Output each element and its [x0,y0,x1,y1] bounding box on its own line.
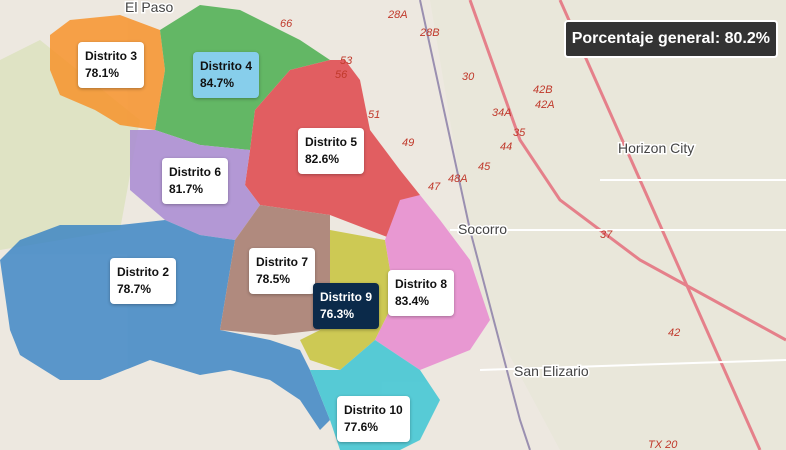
district-percent: 83.4% [395,294,430,308]
district-label: Distrito 5 82.6% [298,128,365,174]
district-name: Distrito 7 [256,255,309,269]
district-label: Distrito 8 83.4% [388,270,455,316]
road-label: 42 [668,327,680,339]
road-label: 42A [535,99,555,111]
road-label: 42B [533,84,553,96]
road-label: 49 [402,137,414,149]
district-label: Distrito 2 78.7% [110,258,177,304]
street [450,179,786,371]
district-name: Distrito 6 [169,165,222,179]
district-name: Distrito 3 [85,49,138,63]
district-percent: 76.3% [320,307,355,321]
rail [419,0,531,450]
road-label: 28A [387,9,408,21]
road-label: 37 [600,229,613,241]
road-label: 35 [513,127,526,139]
road-label: 66 [280,18,293,30]
road-label: 45 [478,161,491,173]
district-label: Distrito 6 81.7% [162,158,229,204]
district-label: Distrito 7 78.5% [249,248,316,294]
place-label: Horizon City [618,140,694,156]
district-percent: 84.7% [200,76,235,90]
district-name: Distrito 5 [305,135,358,149]
district-name: Distrito 10 [344,403,403,417]
district-label: Distrito 3 78.1% [78,42,145,88]
road-label: 56 [335,69,348,81]
place-label: Socorro [458,221,507,237]
district-percent: 82.6% [305,152,340,166]
district-label: Distrito 10 77.6% [337,396,410,442]
district-name: Distrito 4 [200,59,253,73]
road-label: TX 20 [648,439,678,450]
district-percent: 78.7% [117,282,152,296]
district-percent: 78.1% [85,66,120,80]
road-label: 48A [448,173,468,185]
highway [468,0,786,342]
district-area[interactable] [0,220,330,430]
district-percent: 81.7% [169,182,204,196]
road-label: 28B [419,27,440,39]
district-label: Distrito 9 76.3% [313,283,380,329]
road-label: 30 [462,71,475,83]
road-label: 53 [340,55,353,67]
district-name: Distrito 9 [320,290,373,304]
district-name: Distrito 2 [117,265,170,279]
road-label: 34A [492,107,512,119]
district-percent: 77.6% [344,420,379,434]
terrain [430,0,786,450]
district-label: Distrito 4 84.7% [193,52,260,98]
district-name: Distrito 8 [395,277,448,291]
place-label: El Paso [125,0,173,15]
highway [558,0,762,450]
district-percent: 78.5% [256,272,291,286]
summary-badge: Porcentaje general: 80.2% [563,20,778,58]
road-label: 44 [500,141,512,153]
road-label: 51 [368,109,380,121]
place-label: San Elizario [514,363,589,379]
road-label: 47 [428,181,441,193]
